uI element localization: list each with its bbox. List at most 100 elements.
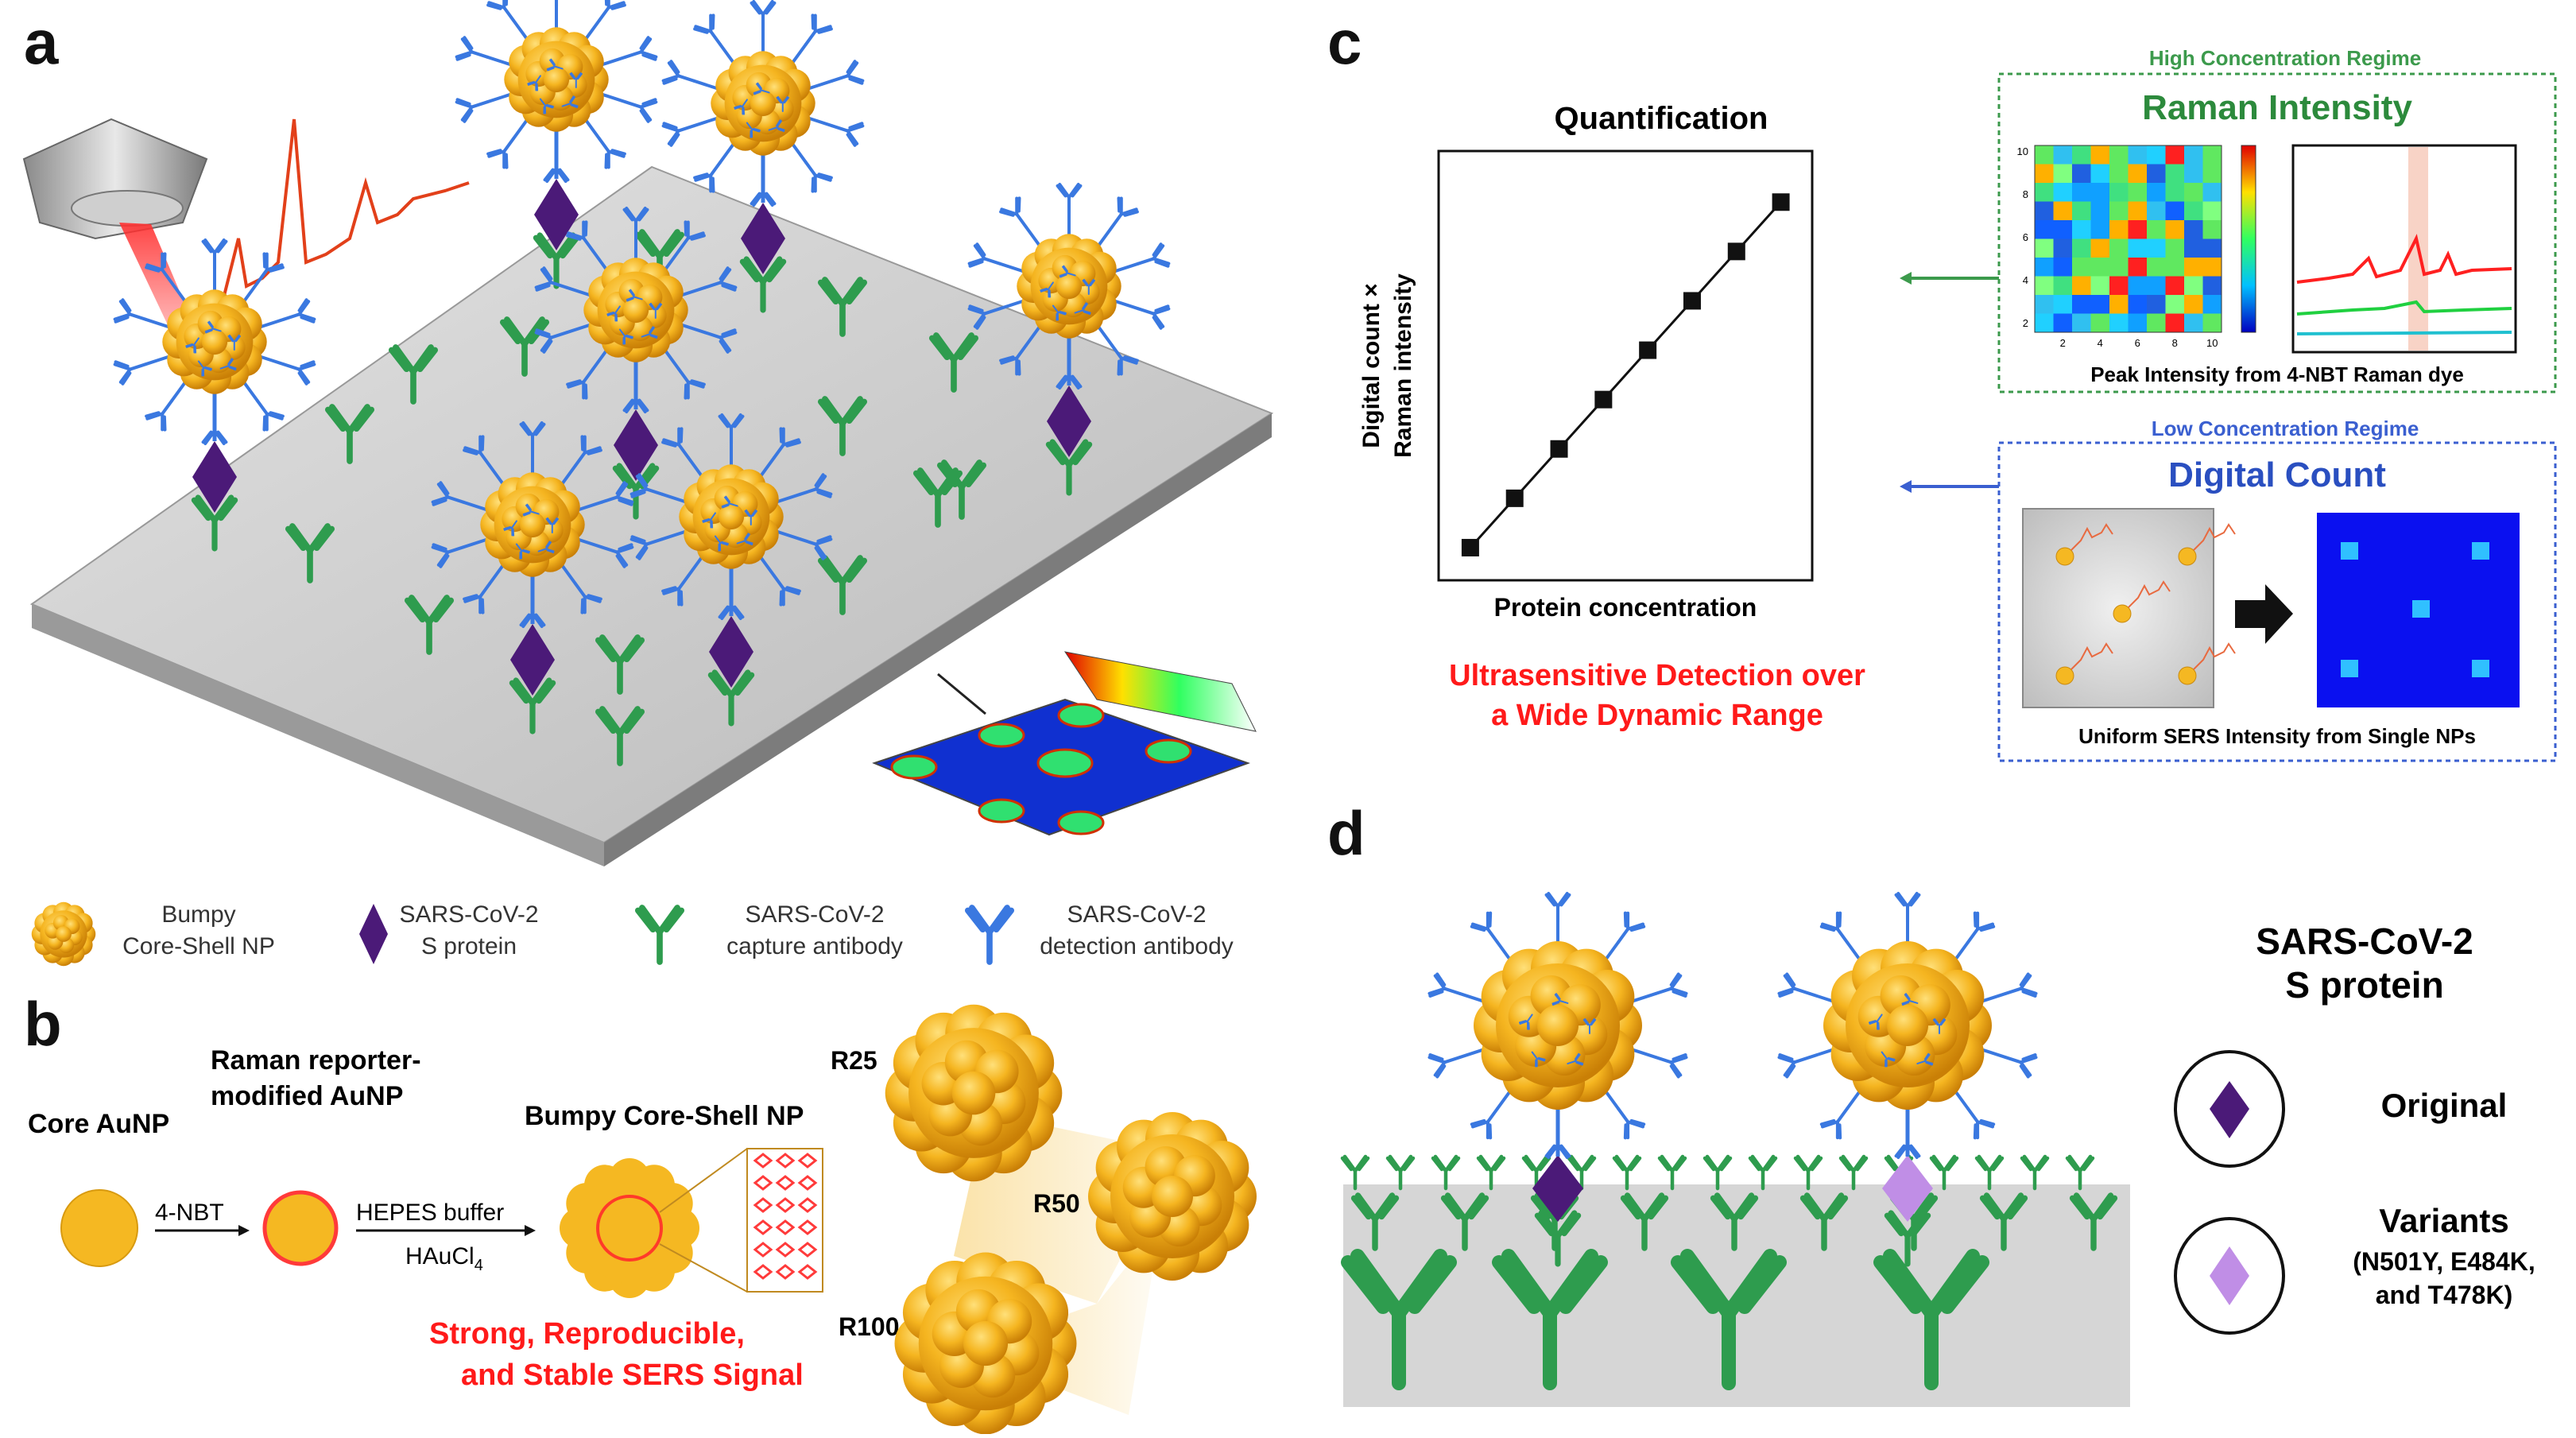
- detection-antibody: [201, 413, 228, 446]
- s-protein: [1047, 386, 1091, 457]
- detection-antibody: [677, 220, 706, 253]
- s-protein: [614, 409, 658, 481]
- legend-a-item-line1: SARS-CoV-2: [1067, 901, 1206, 928]
- legend-a-item-line2: detection antibody: [1040, 933, 1234, 959]
- small-capture-antibody: [1431, 1154, 1461, 1191]
- inner-antibody: [641, 326, 658, 339]
- heatmap-xtick: 8: [2172, 337, 2178, 349]
- detection-antibody: [661, 60, 695, 85]
- detection-antibody: [1056, 182, 1083, 215]
- capture-antibody: [1534, 1210, 1582, 1267]
- detection-antibody: [1617, 1107, 1646, 1140]
- s-protein: [192, 441, 237, 513]
- capture-antibody: [1979, 1192, 2028, 1251]
- chart-xlabel: Protein concentration: [1494, 593, 1757, 622]
- detection-antibody: [543, 150, 570, 184]
- detection-antibody: [1777, 1053, 1811, 1079]
- inner-antibody: [1582, 1017, 1597, 1035]
- small-capture-antibody: [1476, 1154, 1506, 1191]
- detection-antibody: [2004, 1053, 2038, 1079]
- heatmap-xtick: 10: [2206, 337, 2218, 349]
- original-spike-icon: [2210, 1081, 2249, 1138]
- bumpy-np: [679, 464, 784, 569]
- low-regime-label: Low Concentration Regime: [2152, 417, 2419, 440]
- capture-antibody: [817, 396, 868, 456]
- np-assembly: [455, 0, 658, 184]
- detection-antibody: [773, 427, 801, 459]
- s-protein: [1532, 1155, 1583, 1222]
- inner-antibody: [618, 328, 633, 345]
- size-r50-label: R50: [1033, 1189, 1080, 1218]
- detection-antibody: [1544, 891, 1571, 924]
- detection-antibody: [201, 238, 228, 271]
- detection-antibody: [1427, 1053, 1462, 1079]
- heatmap-xtick: 2: [2060, 337, 2066, 349]
- bumpy-np: [162, 289, 267, 394]
- detection-antibody: [703, 328, 738, 354]
- small-capture-antibody: [2020, 1154, 2050, 1191]
- inner-antibody: [1518, 1014, 1533, 1030]
- detection-antibody: [661, 122, 695, 147]
- detection-antibody: [113, 298, 147, 324]
- inner-antibody: [503, 520, 517, 537]
- core-aunp: [60, 1189, 138, 1267]
- legend-a-item-line2: capture antibody: [726, 933, 903, 959]
- panel-label-d: d: [1327, 798, 1365, 868]
- detection-antibody: [967, 242, 1001, 268]
- detection-antibody: [534, 266, 568, 292]
- detection-antibody: [455, 36, 489, 61]
- capture-antibody: [509, 677, 556, 735]
- detection-antibody: [804, 161, 833, 193]
- detection-antibody: [831, 60, 865, 85]
- inner-antibody: [714, 535, 729, 552]
- single-np: [2055, 666, 2074, 685]
- detection-antibody: [629, 535, 664, 560]
- chart-point: [1639, 341, 1657, 359]
- small-capture-antibody: [1385, 1154, 1416, 1191]
- bumpy-np-label: Bumpy Core-Shell NP: [525, 1101, 804, 1131]
- np-assembly: [431, 421, 634, 629]
- inner-antibody: [753, 82, 770, 95]
- inner-antibody: [702, 512, 716, 529]
- chart-point: [1461, 538, 1479, 556]
- legend-a-item-line1: Bumpy: [161, 901, 235, 928]
- detection-antibody: [799, 535, 833, 560]
- heatmap-xtick: 4: [2098, 337, 2103, 349]
- large-capture-antibody: [1671, 1249, 1787, 1390]
- single-np: [2113, 604, 2132, 623]
- inner-antibody: [721, 495, 738, 509]
- step1-label: 4-NBT: [155, 1200, 224, 1226]
- detection-antibody: [622, 381, 649, 414]
- legend-a-item-line2: S protein: [421, 933, 517, 959]
- legend-d-title-line2: S protein: [2285, 964, 2443, 1006]
- chart-title: Quantification: [1555, 101, 1768, 136]
- inner-antibody: [744, 509, 758, 526]
- reporter-aunp: [262, 1190, 339, 1266]
- small-capture-antibody: [1567, 1154, 1597, 1191]
- substrate-edge-right: [604, 413, 1272, 866]
- inner-antibody: [1074, 302, 1091, 316]
- raman-caption: Peak Intensity from 4-NBT Raman dye: [2090, 362, 2464, 386]
- high-regime-label: High Concentration Regime: [2149, 46, 2421, 70]
- detection-antibody: [661, 427, 690, 459]
- np-assembly: [113, 238, 316, 446]
- inner-antibody: [185, 337, 199, 354]
- panel-d-assemblies: [1340, 891, 2118, 1390]
- legend-a-item-line2: Core-Shell NP: [122, 933, 275, 959]
- detection-antibody: [624, 36, 658, 61]
- capture-antibody: [912, 467, 963, 528]
- claim-line2: a Wide Dynamic Range: [1491, 699, 1823, 732]
- detection-antibody: [1819, 1107, 1849, 1140]
- detection-antibody: [750, 0, 777, 33]
- detection-antibody: [486, 137, 515, 169]
- heatmap-ytick: 8: [2023, 188, 2028, 200]
- detection-antibody: [455, 98, 489, 123]
- step2-label-haucl: HAuCl4: [405, 1243, 483, 1274]
- chart-point: [1772, 193, 1790, 211]
- np-assembly: [1777, 891, 2038, 1160]
- inner-antibody: [1881, 1051, 1896, 1068]
- panel-c: c Quantification Digital count × Raman i…: [1327, 7, 2557, 762]
- small-capture-antibody: [1521, 1154, 1551, 1191]
- detection-antibody: [1110, 196, 1139, 229]
- inner-antibody: [219, 358, 237, 371]
